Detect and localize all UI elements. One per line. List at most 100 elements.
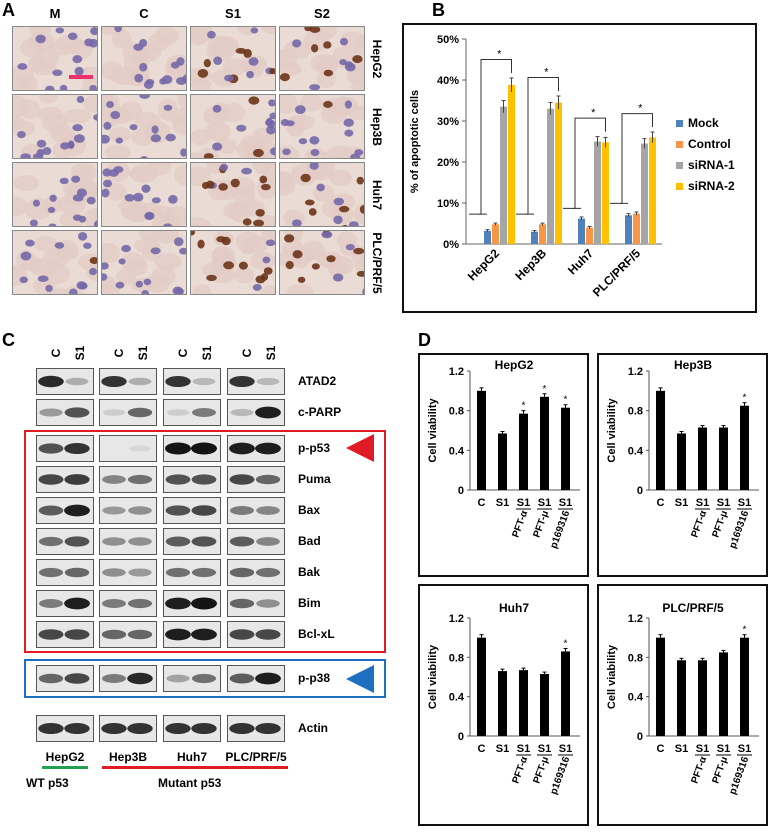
bar — [602, 142, 609, 244]
blot-bands — [38, 536, 90, 547]
column-label: C — [139, 6, 149, 21]
treatment-label: PFT-μ — [531, 509, 551, 539]
significance-star: * — [497, 49, 502, 61]
bar — [625, 215, 632, 244]
band — [102, 506, 126, 515]
blot-strip — [227, 399, 285, 426]
band — [64, 722, 90, 735]
treatment-label: PFT-α — [689, 508, 709, 539]
band — [127, 629, 153, 640]
category-label: S1 — [717, 497, 730, 509]
band — [38, 673, 64, 684]
band — [165, 567, 191, 578]
bar — [484, 230, 491, 244]
bar — [477, 390, 486, 490]
category-label: C — [478, 743, 486, 755]
legend-swatch — [676, 120, 683, 127]
band — [64, 629, 90, 640]
legend-entry: siRNA-1 — [688, 158, 735, 172]
blot-strip — [227, 621, 285, 648]
band — [229, 442, 255, 455]
band — [191, 474, 217, 485]
band — [101, 375, 127, 388]
bar — [656, 390, 665, 490]
micrograph-image — [276, 221, 378, 300]
apoptosis-bar-chart: 0%10%20%30%40%50%% of apoptotic cells*He… — [409, 34, 735, 299]
viability-chart-frame — [597, 353, 768, 577]
band — [64, 504, 90, 517]
band — [229, 474, 255, 485]
treatment-label: p169316 — [548, 755, 572, 796]
protein-label: p-p53 — [298, 441, 331, 455]
band — [102, 537, 126, 546]
band — [165, 375, 191, 388]
band — [39, 408, 63, 417]
cell-line-label: Huh7 — [177, 750, 207, 764]
legend-swatch — [676, 162, 683, 169]
blot-strip — [163, 665, 221, 692]
category-label: S1 — [738, 743, 751, 755]
chart-title: HepG2 — [495, 358, 534, 372]
legend-entry: siRNA-2 — [688, 179, 735, 193]
chart-title: Huh7 — [499, 601, 529, 615]
blot-bands — [101, 629, 153, 640]
column-label: S1 — [225, 6, 241, 21]
band — [128, 445, 152, 452]
category-label: C — [657, 497, 665, 509]
blot-strip — [36, 368, 94, 395]
blot-bands — [165, 505, 217, 516]
blot-strip — [99, 621, 157, 648]
blot-bands — [102, 598, 153, 609]
blot-strip — [227, 466, 285, 493]
blot-strip — [36, 399, 94, 426]
y-axis-label: Cell viability — [427, 398, 439, 463]
bar — [719, 427, 728, 490]
blot-bands — [102, 568, 152, 577]
protein-label: c-PARP — [298, 405, 342, 419]
micrograph-image — [274, 94, 375, 166]
blot-strip — [36, 466, 94, 493]
blot-bands — [165, 442, 217, 455]
category-label: S1 — [517, 743, 530, 755]
band — [38, 474, 64, 485]
blot-strip — [163, 590, 221, 617]
blot-bands — [102, 506, 152, 515]
blot-strip — [163, 368, 221, 395]
blot-strip — [227, 559, 285, 586]
y-tick-label: 0.8 — [628, 406, 643, 418]
band — [38, 375, 64, 388]
significance-star: * — [638, 103, 643, 115]
micrograph-image — [6, 20, 106, 99]
bar — [539, 224, 546, 244]
blot-bands — [128, 445, 152, 452]
significance-star: * — [543, 384, 547, 395]
protein-label: Bak — [298, 565, 321, 579]
blot-bands — [101, 375, 152, 388]
blot-strip — [36, 665, 94, 692]
category-label: S1 — [675, 743, 688, 755]
blot-bands — [165, 536, 217, 547]
band — [230, 408, 254, 417]
band — [101, 722, 127, 735]
band — [102, 409, 126, 416]
band — [256, 599, 280, 608]
blot-strip — [163, 559, 221, 586]
y-axis-label: % of apoptotic cells — [409, 90, 421, 193]
mutant-underline — [102, 766, 288, 769]
band — [229, 629, 255, 640]
significance-star: * — [522, 401, 526, 412]
y-tick-label: 30% — [437, 116, 459, 128]
viability-chart-frame — [597, 584, 768, 826]
blot-bands — [38, 474, 90, 485]
y-tick-label: 40% — [437, 75, 459, 87]
micrograph-image — [275, 22, 374, 96]
blot-strip — [227, 715, 285, 742]
y-tick-label: 0.4 — [449, 445, 465, 457]
blot-strip — [99, 466, 157, 493]
treatment-label: PFT-μ — [531, 755, 551, 785]
blot-strip — [99, 435, 157, 462]
band — [165, 597, 191, 610]
bar — [492, 224, 499, 244]
y-tick-label: 0 — [637, 731, 643, 743]
